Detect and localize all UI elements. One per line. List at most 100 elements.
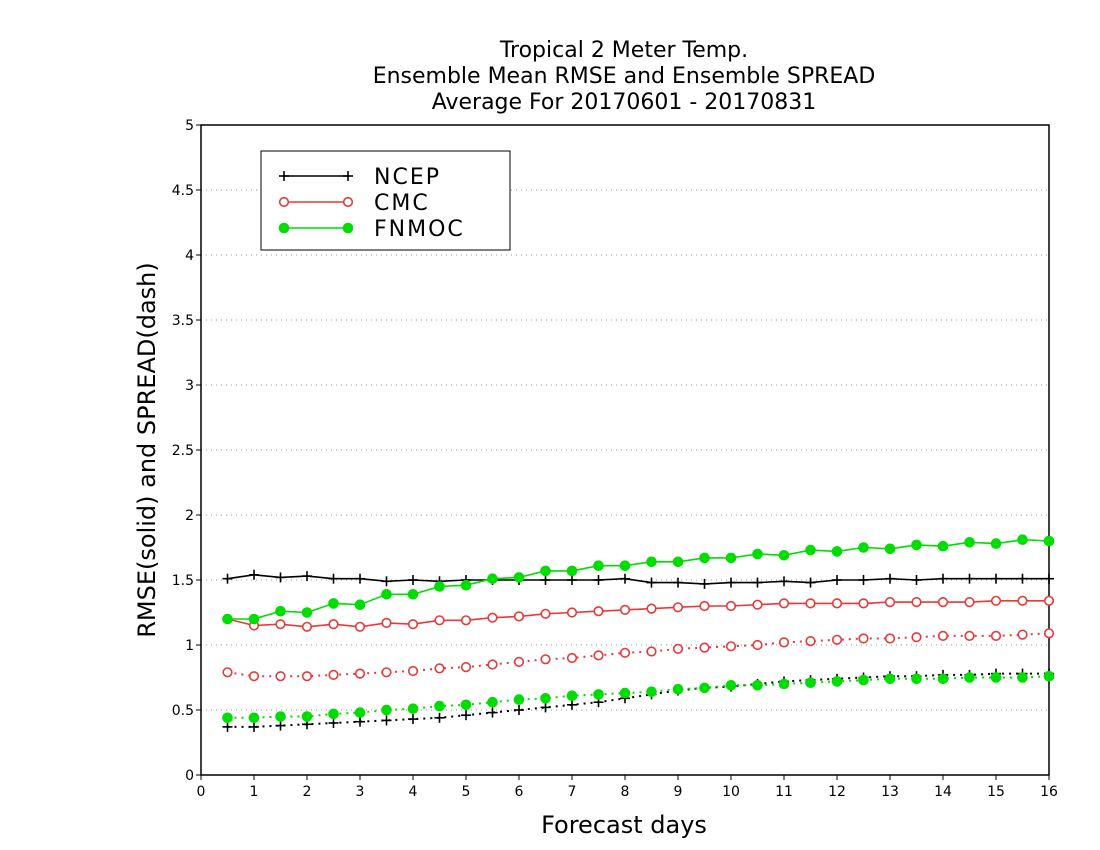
series-layer	[222, 534, 1055, 732]
series-cmc-rmse-point	[752, 599, 763, 610]
series-ncep-rmse-point	[938, 573, 948, 584]
legend-label-fnmoc: FNMOC	[374, 217, 465, 242]
series-ncep-spread-point	[567, 699, 577, 710]
y-tick-label: 3.5	[172, 313, 194, 329]
series-ncep-rmse-point	[991, 573, 1001, 584]
series-cmc-spread-point	[778, 637, 790, 648]
series-fnmoc-spread-point	[566, 690, 578, 702]
x-tick-label: 9	[674, 784, 683, 800]
series-fnmoc-rmse-point	[646, 556, 657, 568]
series-fnmoc-spread-point	[248, 712, 260, 724]
series-ncep-spread-point	[381, 715, 392, 726]
series-cmc-rmse-point	[434, 615, 445, 626]
series-ncep-spread-point	[434, 712, 445, 723]
series-cmc-rmse-point	[699, 600, 710, 612]
series-ncep-rmse-point	[832, 575, 842, 585]
series-cmc-rmse-point	[275, 619, 286, 630]
x-tick-label: 8	[621, 784, 630, 800]
series-ncep-rmse-point	[302, 571, 312, 582]
series-cmc-rmse-point	[619, 604, 631, 616]
series-cmc-spread-point	[487, 659, 498, 670]
y-tick-label: 5	[185, 118, 194, 134]
series-cmc-spread-point	[354, 668, 366, 679]
y-axis-title: RMSE(solid) and SPREAD(dash)	[133, 262, 161, 638]
series-fnmoc-spread-point	[275, 711, 286, 722]
series-ncep-spread-point	[249, 721, 259, 732]
series-ncep-rmse-point	[858, 575, 869, 585]
series-cmc-rmse-point	[646, 603, 657, 614]
series-cmc-rmse-point	[540, 608, 551, 619]
y-tick-label: 2.5	[172, 443, 194, 459]
series-cmc-rmse-point	[407, 619, 419, 630]
series-ncep-spread-point	[514, 705, 524, 715]
legend-marker	[278, 196, 290, 208]
series-fnmoc-spread-point	[831, 676, 843, 687]
series-cmc-rmse-point	[964, 596, 975, 608]
series-fnmoc-spread-point	[513, 694, 525, 705]
series-cmc-spread-point	[540, 654, 551, 665]
series-cmc-spread-point	[407, 665, 419, 677]
series-ncep-rmse-point	[779, 576, 789, 587]
series-cmc-spread-point	[593, 650, 604, 661]
x-tick-label: 1	[250, 784, 259, 800]
series-fnmoc-rmse-point	[964, 537, 975, 548]
series-cmc-spread-point	[831, 634, 843, 645]
series-cmc	[222, 595, 1055, 682]
x-tick-label: 10	[722, 784, 740, 800]
series-fnmoc-spread-point	[593, 689, 604, 700]
series-cmc-rmse-point	[778, 598, 790, 609]
series-fnmoc-rmse-point	[752, 548, 763, 560]
x-tick-label: 12	[828, 784, 846, 800]
x-tick-label: 14	[934, 784, 952, 800]
series-fnmoc-spread-point	[646, 686, 657, 698]
series-fnmoc-rmse-point	[619, 560, 631, 572]
series-ncep-rmse-point	[275, 572, 286, 583]
y-tick-label: 4	[185, 248, 194, 264]
series-fnmoc-rmse-point	[990, 538, 1002, 549]
series-cmc-rmse-point	[354, 621, 366, 632]
series-fnmoc-rmse-point	[381, 589, 392, 600]
series-cmc-spread-point	[460, 661, 472, 673]
x-tick-label: 4	[409, 784, 418, 800]
series-ncep-spread-point	[222, 721, 233, 732]
x-tick-label: 0	[197, 784, 206, 800]
series-cmc-spread-point	[1043, 628, 1055, 639]
series-fnmoc-rmse-point	[831, 546, 843, 557]
y-tick-label: 4.5	[172, 183, 194, 199]
series-fnmoc-rmse-point	[513, 572, 525, 583]
series-cmc-rmse-point	[593, 606, 604, 617]
series-ncep-rmse-point	[381, 576, 392, 587]
series-cmc-spread-point	[434, 663, 445, 674]
legend-marker	[342, 196, 354, 208]
series-fnmoc-spread-point	[672, 683, 684, 695]
title-line-1: Tropical 2 Meter Temp.	[499, 38, 748, 63]
series-cmc-spread-point	[858, 633, 869, 644]
series-fnmoc-rmse-point	[778, 550, 790, 561]
y-tick-label: 1	[185, 638, 194, 654]
x-tick-label: 11	[775, 784, 793, 800]
series-cmc-rmse-point	[884, 596, 896, 608]
series-cmc-rmse-point	[566, 607, 578, 618]
y-tick-label: 0	[185, 768, 194, 784]
series-fnmoc-spread-point	[752, 680, 763, 691]
series-cmc-rmse-point	[381, 617, 392, 629]
x-tick-label: 5	[462, 784, 471, 800]
series-cmc-rmse-point	[513, 611, 525, 622]
series-cmc-spread-point	[911, 632, 922, 643]
series-fnmoc-rmse-point	[487, 573, 498, 585]
series-fnmoc-rmse-point	[566, 565, 578, 577]
series-ncep-rmse-point	[1044, 573, 1054, 584]
series-cmc-rmse-point	[672, 602, 684, 613]
series-fnmoc-spread-point	[460, 699, 472, 711]
series-fnmoc-rmse-point	[858, 542, 869, 553]
series-fnmoc-spread-point	[778, 678, 790, 690]
series-ncep-rmse-point	[567, 575, 577, 585]
series-ncep-rmse-line	[227, 573, 1049, 585]
series-fnmoc-spread-point	[911, 673, 922, 685]
series-ncep-spread-line	[227, 672, 1049, 728]
legend-label-ncep: NCEP	[374, 165, 441, 190]
series-cmc-spread-point	[275, 671, 286, 682]
